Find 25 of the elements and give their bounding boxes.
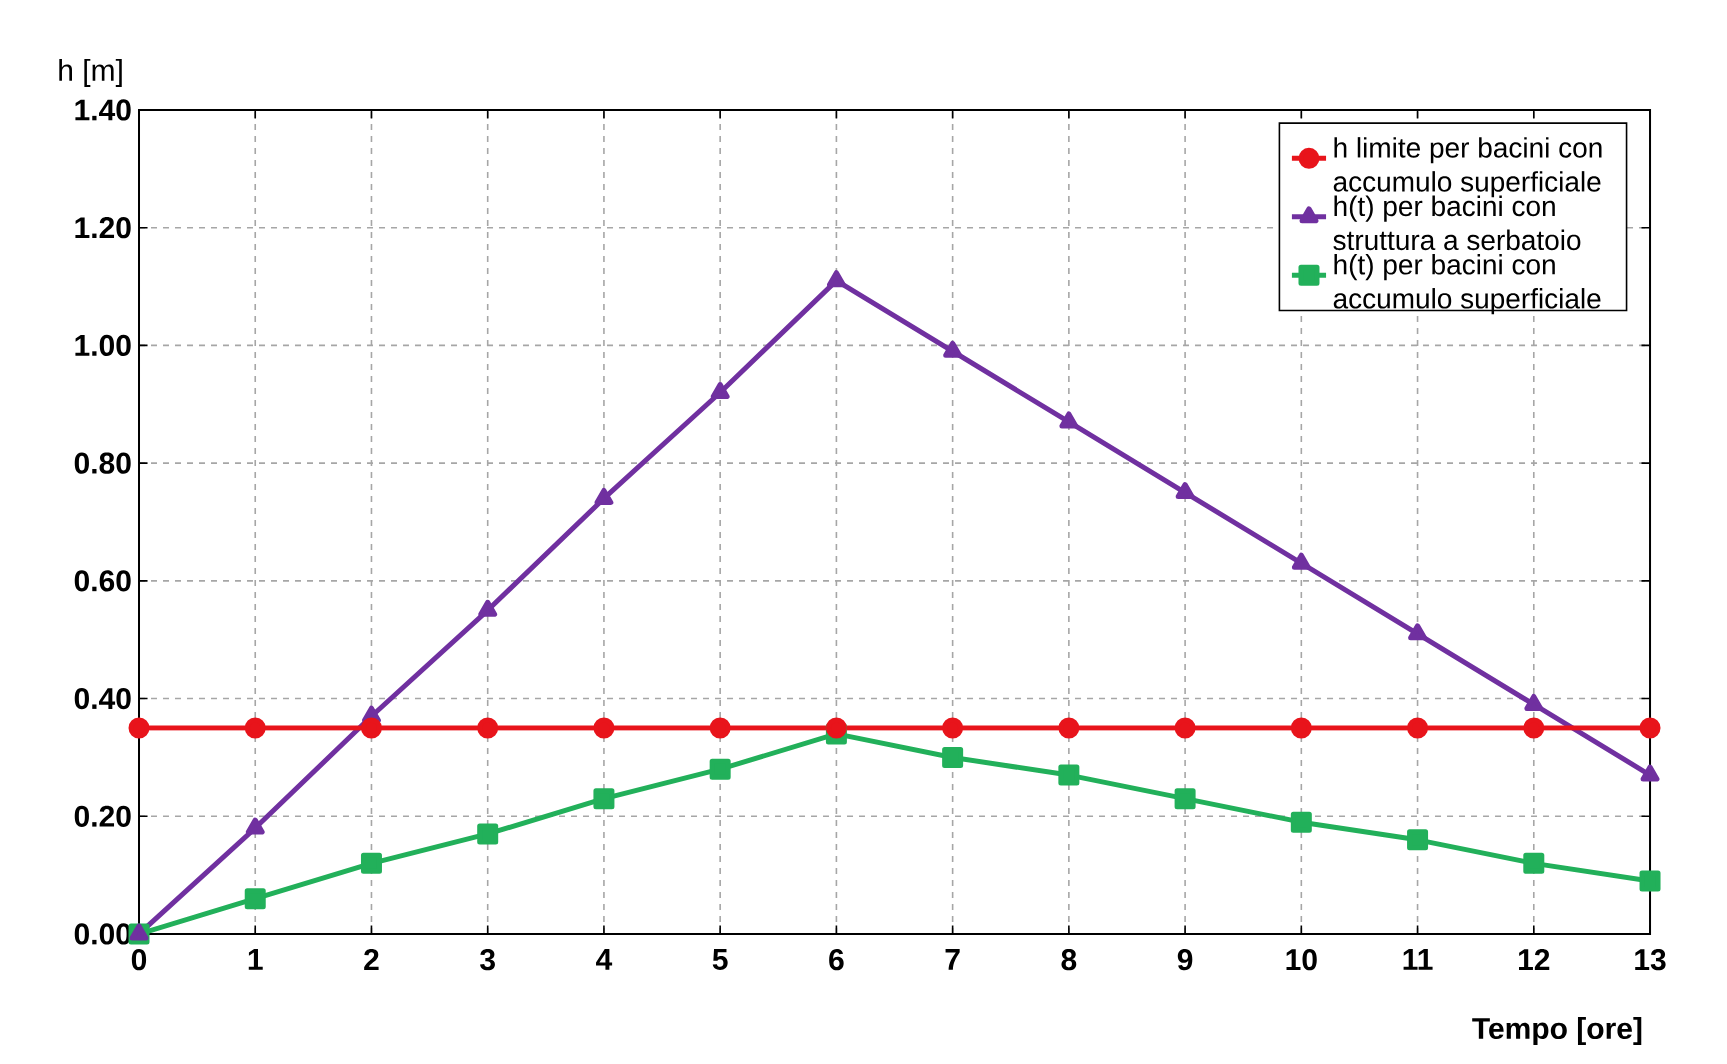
legend-label: h(t) per bacini con accumulo superficiale (1333, 254, 1601, 315)
x-tick-label: 10 (1286, 949, 1317, 971)
x-tick-label: 12 (1518, 949, 1550, 971)
y-axis-title: h [m] (59, 58, 122, 87)
y-tick-label: 0.00 (74, 923, 131, 945)
y-tick-label: 0.60 (74, 570, 131, 592)
y-tick-label: 1.20 (75, 217, 131, 239)
x-tick-label: 6 (829, 949, 844, 971)
x-tick-label: 13 (1635, 949, 1666, 971)
x-tick-label: 5 (712, 949, 728, 970)
x-tick-label: 9 (1177, 949, 1193, 971)
y-tick-label: 0.20 (74, 805, 131, 827)
x-tick-label: 0 (131, 949, 147, 971)
x-tick-label: 3 (480, 949, 495, 971)
y-tick-label: 0.80 (74, 452, 131, 474)
y-tick-label: 1.40 (75, 99, 131, 121)
y-tick-label: 1.00 (75, 334, 131, 357)
x-tick-label: 2 (364, 949, 379, 971)
x-tick-label: 4 (596, 949, 613, 970)
x-tick-label: 7 (945, 949, 960, 970)
x-tick-label: 1 (248, 949, 263, 970)
y-tick-label: 0.40 (74, 687, 131, 710)
x-axis-title: Tempo [ore] (1472, 1017, 1642, 1046)
x-tick-label: 11 (1403, 949, 1433, 970)
x-tick-label: 8 (1061, 949, 1077, 971)
